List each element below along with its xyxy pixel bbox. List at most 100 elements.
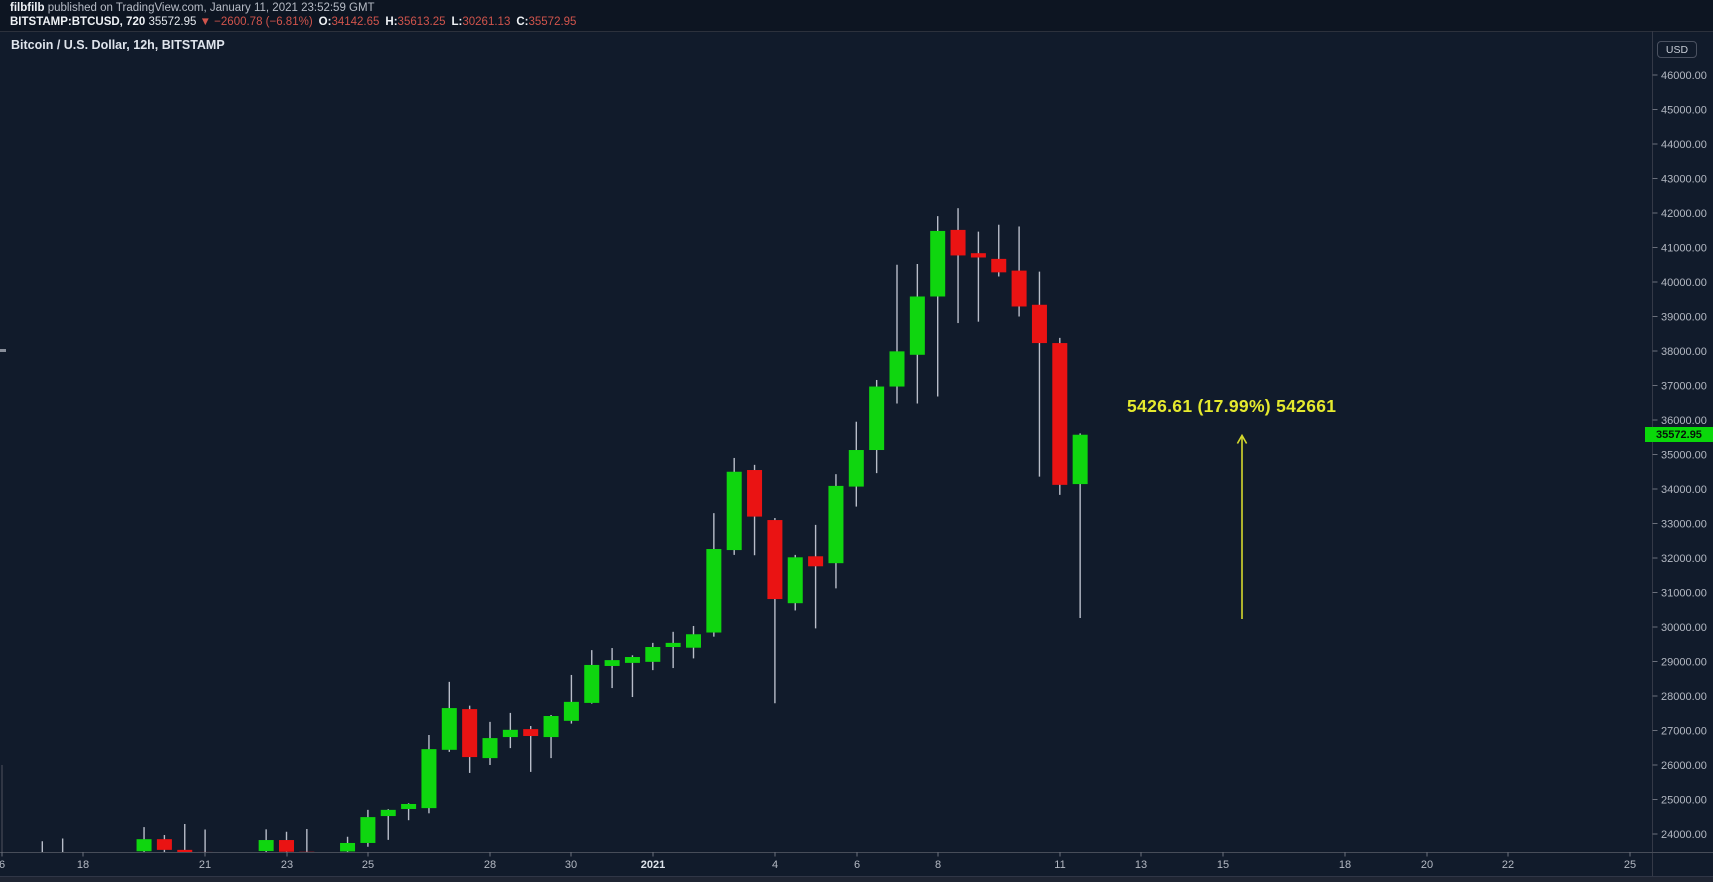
- y-axis-label: 34000.00: [1661, 484, 1707, 496]
- high-label: H:: [385, 16, 398, 28]
- candle-up: [258, 840, 274, 852]
- y-axis-label: 26000.00: [1661, 760, 1707, 772]
- candle-up: [686, 634, 701, 648]
- candlestick-plot[interactable]: 24000.00 25000.00 26000.00 27000.00 28000.00…: [0, 31, 1713, 876]
- candle-up: [665, 642, 681, 648]
- y-axis-label: 24000.00: [1661, 829, 1707, 841]
- y-axis-label: 36000.00: [1661, 415, 1707, 427]
- low-label: L:: [451, 16, 463, 28]
- currency-toggle-button[interactable]: USD: [1657, 41, 1697, 58]
- current-price-axis-label: 35572.95: [1645, 427, 1713, 443]
- candle-down: [197, 851, 213, 852]
- open-value: 34142.65: [331, 16, 380, 28]
- x-axis-label: 30: [565, 859, 577, 871]
- candle-down: [970, 253, 986, 258]
- y-axis-label: 43000.00: [1661, 173, 1707, 185]
- x-axis-label: 8: [935, 859, 941, 871]
- candle-down: [747, 470, 763, 517]
- candle-up: [726, 471, 742, 551]
- candle-up: [584, 664, 600, 703]
- y-axis-label: 39000.00: [1661, 311, 1707, 323]
- candle-up: [889, 351, 905, 387]
- symbol-ohlc-line: BITSTAMP:BTCUSD, 720 35572.95 ▼ −2600.78…: [10, 15, 576, 29]
- candle-up: [706, 549, 722, 633]
- header-strip: filbfilb published on TradingView.com, J…: [10, 1, 576, 29]
- candle-up: [136, 839, 152, 852]
- candle-up: [604, 660, 620, 666]
- candle-up: [421, 749, 437, 809]
- y-axis-label: 28000.00: [1661, 691, 1707, 703]
- y-axis-label: 25000.00: [1661, 794, 1707, 806]
- x-axis-label: 23: [281, 859, 293, 871]
- high-value: 35613.25: [397, 16, 446, 28]
- x-axis-label: 2021: [641, 859, 665, 871]
- x-axis-label: 18: [77, 859, 89, 871]
- candle-up: [828, 485, 844, 564]
- x-axis-label: 18: [1339, 859, 1351, 871]
- candle-up: [360, 817, 376, 843]
- candle-down: [1031, 304, 1047, 344]
- y-axis-label: 46000.00: [1661, 70, 1707, 82]
- candle-down: [767, 520, 783, 600]
- x-axis-label: 20: [1421, 859, 1433, 871]
- candle-down: [808, 556, 824, 567]
- candle-up: [930, 230, 946, 297]
- candle-up: [624, 657, 640, 663]
- x-axis-label: 6: [854, 859, 860, 871]
- y-axis-label: 42000.00: [1661, 208, 1707, 220]
- symbol-name: BITSTAMP:BTCUSD, 720: [10, 16, 146, 28]
- y-axis-label: 45000.00: [1661, 104, 1707, 116]
- candle-up: [502, 729, 518, 738]
- candle-up: [909, 296, 925, 355]
- x-axis-label: 28: [484, 859, 496, 871]
- y-axis-label: 32000.00: [1661, 553, 1707, 565]
- y-axis-label: 35000.00: [1661, 449, 1707, 461]
- left-edge-tick-artifact: [0, 349, 6, 352]
- y-axis-label: 27000.00: [1661, 725, 1707, 737]
- price-change: ▼ −2600.78 (−6.81%): [199, 16, 313, 28]
- y-axis-label: 29000.00: [1661, 656, 1707, 668]
- y-axis-label: 33000.00: [1661, 518, 1707, 530]
- y-axis-label: 31000.00: [1661, 587, 1707, 599]
- y-axis-label: 41000.00: [1661, 242, 1707, 254]
- candle-up: [543, 716, 559, 738]
- candle-down: [991, 258, 1007, 273]
- candle-down: [1052, 343, 1068, 485]
- candle-up: [441, 708, 457, 750]
- open-label: O:: [318, 16, 332, 28]
- window-bottom-strip: [0, 876, 1713, 882]
- y-axis-label: 40000.00: [1661, 277, 1707, 289]
- x-axis-label: 11: [1054, 859, 1065, 871]
- chart-pane[interactable]: Bitcoin / U.S. Dollar, 12h, BITSTAMP USD…: [0, 31, 1713, 876]
- candle-up: [869, 386, 885, 451]
- candle-up: [380, 809, 396, 817]
- x-axis-label: 15: [1217, 859, 1229, 871]
- publication-line: filbfilb published on TradingView.com, J…: [10, 1, 576, 15]
- candle-up: [482, 738, 498, 759]
- candle-up: [787, 557, 803, 604]
- candle-down: [950, 229, 966, 256]
- candles-layer: [41, 208, 1088, 852]
- candle-down: [156, 839, 172, 850]
- close-value: 35572.95: [528, 16, 577, 28]
- publication-info: published on TradingView.com, January 11…: [44, 2, 375, 14]
- candle-down: [299, 851, 315, 852]
- author-name: filbfilb: [10, 2, 45, 14]
- x-axis-label: 25: [362, 859, 374, 871]
- x-axis-label: 21: [199, 859, 211, 871]
- y-axis-label: 44000.00: [1661, 139, 1707, 151]
- candle-up: [645, 647, 661, 662]
- candle-up: [401, 803, 417, 809]
- measure-annotation-text[interactable]: 5426.61 (17.99%) 542661: [1127, 396, 1337, 416]
- x-axis-label: 4: [772, 859, 778, 871]
- chart-title: Bitcoin / U.S. Dollar, 12h, BITSTAMP: [11, 38, 225, 52]
- candle-down: [279, 840, 294, 852]
- candle-down: [1011, 270, 1027, 307]
- close-label: C:: [516, 16, 529, 28]
- x-axis-label: 13: [1135, 859, 1147, 871]
- low-value: 30261.13: [462, 16, 511, 28]
- y-axis-label: 30000.00: [1661, 622, 1707, 634]
- candle-up: [340, 842, 356, 852]
- candle-up: [848, 450, 864, 487]
